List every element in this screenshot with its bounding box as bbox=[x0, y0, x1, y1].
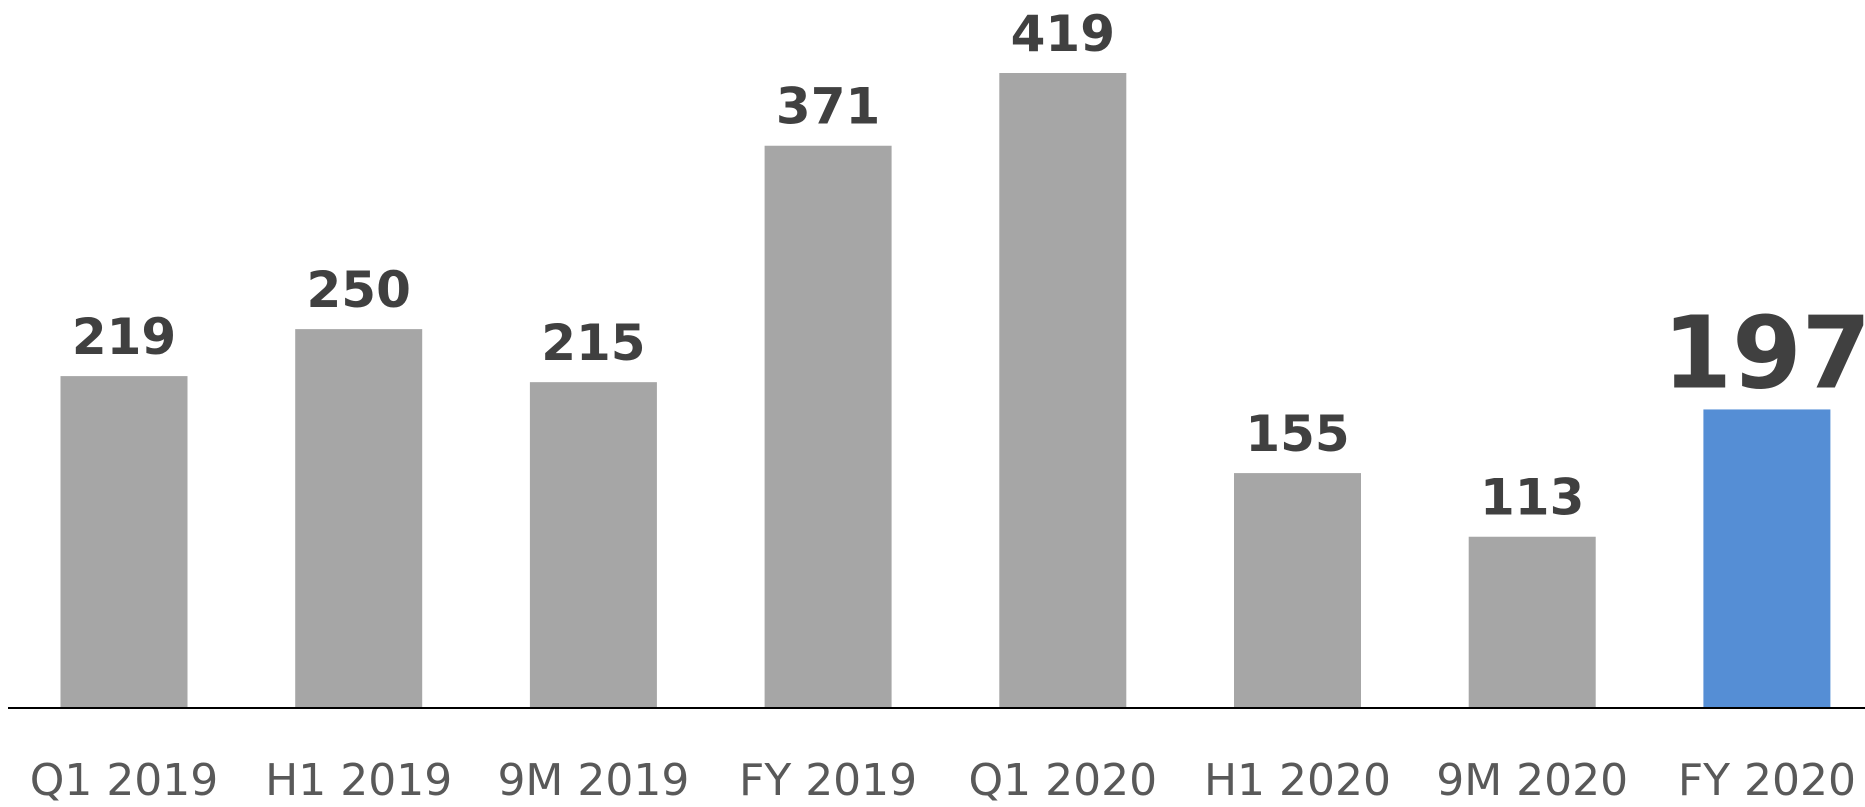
bar bbox=[999, 73, 1127, 708]
x-tick-label: FY 2019 bbox=[739, 755, 917, 806]
value-label: 215 bbox=[541, 314, 645, 372]
x-tick-label: H1 2019 bbox=[265, 755, 452, 806]
bar bbox=[1468, 536, 1596, 708]
bar bbox=[529, 382, 657, 708]
bar bbox=[60, 376, 188, 708]
value-label: 371 bbox=[776, 78, 880, 136]
x-tick-label: Q1 2020 bbox=[969, 755, 1158, 806]
x-tick-label: FY 2020 bbox=[1678, 755, 1856, 806]
bar bbox=[764, 145, 892, 708]
value-label: 419 bbox=[1011, 5, 1115, 63]
value-label: 113 bbox=[1480, 469, 1584, 527]
x-tick-label: 9M 2019 bbox=[497, 755, 689, 806]
x-tick-label: 9M 2020 bbox=[1436, 755, 1628, 806]
x-tick-label: Q1 2019 bbox=[30, 755, 219, 806]
value-label: 250 bbox=[307, 261, 411, 319]
bar bbox=[1234, 473, 1361, 708]
value-label: 219 bbox=[72, 308, 176, 366]
value-label: 155 bbox=[1245, 405, 1349, 463]
bar bbox=[1703, 409, 1831, 708]
value-label: 197 bbox=[1663, 294, 1865, 411]
x-tick-label: H1 2020 bbox=[1204, 755, 1391, 806]
bar bbox=[295, 329, 423, 708]
